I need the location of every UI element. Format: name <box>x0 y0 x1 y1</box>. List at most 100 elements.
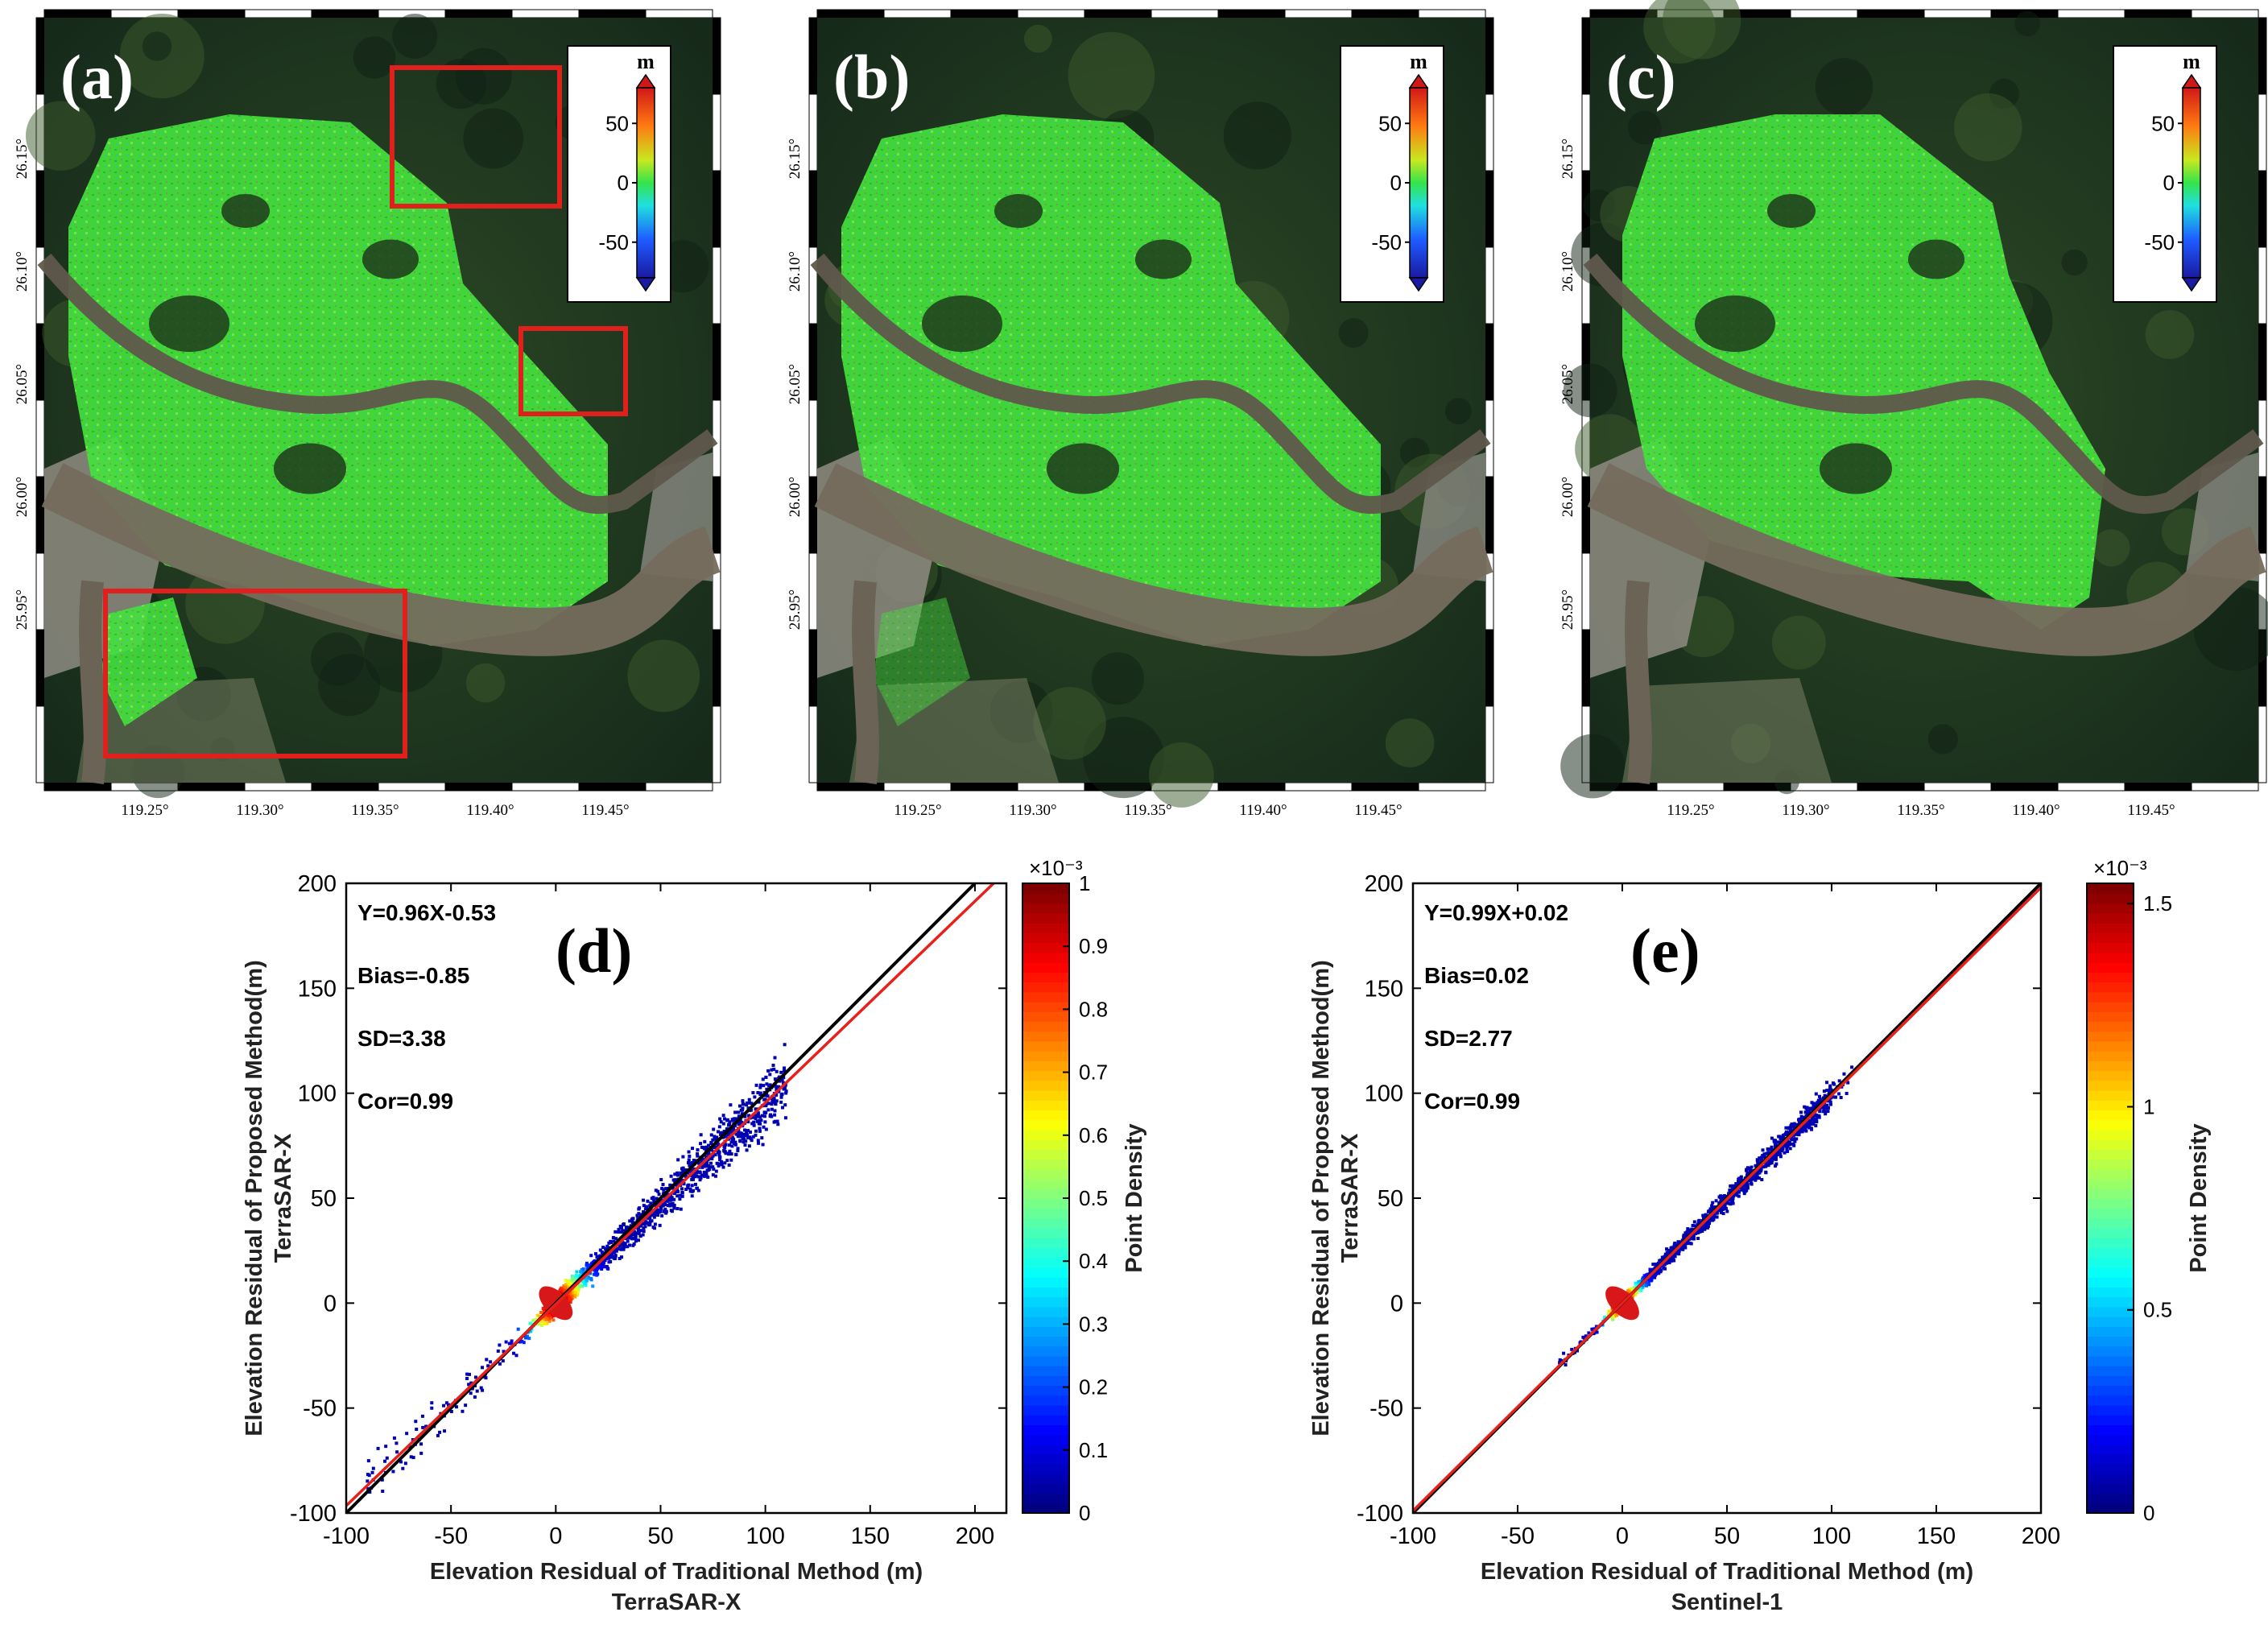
density-point <box>682 1182 686 1186</box>
density-point <box>1743 1184 1747 1188</box>
density-point <box>542 1310 546 1314</box>
identity-line <box>345 882 977 1515</box>
colorbar-tick-label: 0.5 <box>1079 1186 1108 1210</box>
density-point <box>605 1246 609 1250</box>
density-point <box>1642 1274 1646 1278</box>
density-point <box>1719 1200 1723 1204</box>
terrain-patch <box>318 654 381 717</box>
frame-segment <box>1923 9 1992 19</box>
frame-segment <box>1581 629 1591 707</box>
frame-segment <box>1284 782 1353 792</box>
density-point <box>454 1405 458 1409</box>
elevation-residual-overlay <box>101 597 197 726</box>
density-point <box>1850 1065 1854 1069</box>
density-point <box>575 1293 579 1297</box>
density-point <box>436 1433 440 1437</box>
density-point <box>778 1079 782 1083</box>
density-point <box>1677 1252 1681 1256</box>
longitude-label: 119.40° <box>1239 802 1287 819</box>
density-point <box>582 1278 586 1282</box>
density-point <box>783 1066 787 1070</box>
frame-segment <box>1790 9 1858 19</box>
river-branch <box>1625 580 1652 784</box>
density-point <box>1837 1079 1841 1083</box>
density-point <box>473 1395 477 1399</box>
density-point <box>754 1129 758 1133</box>
density-point <box>1818 1110 1822 1114</box>
colorbar-segment <box>1022 1346 1069 1357</box>
terrain-patch <box>1223 101 1291 170</box>
density-point <box>661 1204 665 1208</box>
density-point <box>754 1114 758 1118</box>
density-point <box>776 1122 780 1126</box>
map-colorbar-min-arrow <box>2181 277 2202 292</box>
density-point <box>485 1358 489 1362</box>
density-point <box>758 1118 762 1122</box>
density-point <box>1594 1325 1598 1329</box>
density-point <box>1775 1151 1779 1155</box>
density-point <box>699 1133 703 1137</box>
density-point <box>756 1139 760 1143</box>
colorbar-segment <box>1022 942 1069 953</box>
density-point <box>1781 1147 1785 1151</box>
density-point <box>622 1245 626 1249</box>
density-point <box>430 1401 434 1405</box>
terrain-patch <box>2014 10 2040 37</box>
density-point <box>703 1139 707 1143</box>
density-point <box>1788 1147 1792 1151</box>
density-point <box>668 1183 672 1187</box>
density-point <box>589 1262 593 1266</box>
density-point <box>1736 1182 1740 1186</box>
density-point <box>690 1189 694 1193</box>
density-point <box>702 1164 706 1168</box>
density-point <box>541 1317 545 1321</box>
longitude-label: 119.40° <box>2012 802 2059 819</box>
density-point <box>775 1119 779 1123</box>
density-point <box>598 1254 602 1258</box>
colorbar-segment <box>1022 1119 1069 1131</box>
colorbar-label: Point Density <box>1122 1123 1147 1272</box>
frame-segment <box>808 705 818 783</box>
frame-segment <box>311 9 379 19</box>
density-point <box>631 1217 635 1221</box>
density-point <box>479 1386 483 1390</box>
latitude-label: 26.05° <box>787 364 804 404</box>
density-point <box>1564 1363 1568 1367</box>
density-point <box>779 1095 783 1099</box>
terrain-patch <box>465 663 506 703</box>
terrain-patch <box>2145 310 2195 359</box>
density-point <box>754 1117 758 1121</box>
density-point <box>693 1182 697 1186</box>
density-point <box>384 1445 388 1449</box>
density-point <box>568 1296 572 1300</box>
y-tick-label: 200 <box>298 871 337 897</box>
terrain-patch <box>1149 742 1214 808</box>
panel-label: (a) <box>60 42 134 112</box>
latitude-label: 26.15° <box>1560 138 1576 179</box>
density-point <box>1654 1271 1658 1275</box>
river-estuary <box>1587 463 2267 656</box>
density-point <box>766 1102 770 1106</box>
y-tick-label: 0 <box>324 1291 337 1317</box>
frame-segment <box>808 399 818 477</box>
density-point <box>1815 1102 1819 1106</box>
density-point <box>1845 1091 1849 1095</box>
colorbar-segment <box>1022 1188 1069 1199</box>
frame-segment <box>35 17 45 95</box>
density-point <box>411 1456 415 1460</box>
density-point <box>619 1247 623 1251</box>
density-point <box>1825 1081 1829 1085</box>
frame-segment <box>1581 17 1591 95</box>
density-point <box>576 1290 580 1294</box>
frame-segment <box>1485 476 1494 554</box>
density-point <box>498 1343 502 1347</box>
density-point <box>567 1285 571 1289</box>
vegetation-gap <box>1695 296 1775 352</box>
density-point <box>627 1243 631 1247</box>
colorbar-segment <box>1022 922 1069 934</box>
frame-segment <box>2124 782 2192 792</box>
density-point <box>679 1207 683 1211</box>
density-point <box>597 1265 601 1269</box>
density-point <box>679 1171 683 1175</box>
density-point <box>620 1255 624 1259</box>
